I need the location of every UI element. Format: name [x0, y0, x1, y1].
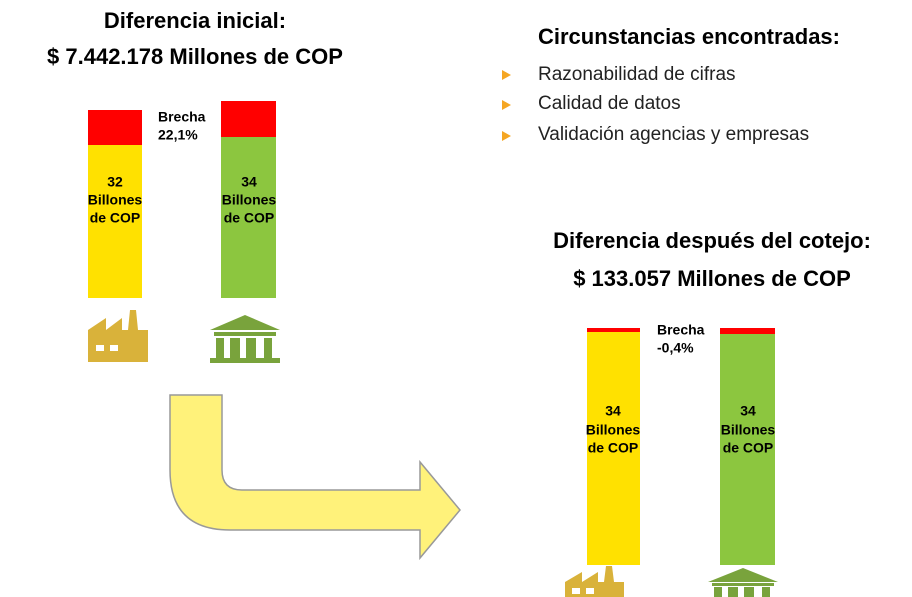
gap-segment [221, 101, 276, 137]
gap-value: 22,1% [158, 127, 198, 143]
bar [720, 334, 775, 565]
list-item: Razonabilidad de cifras [538, 64, 736, 85]
bar-label: de COP [723, 440, 774, 456]
gap-value: -0,4% [657, 340, 694, 356]
bar-label: 34 [740, 403, 756, 419]
gap-label: Brecha [158, 109, 206, 125]
subtitle: $ 7.442.178 Millones de COP [47, 44, 343, 69]
subtitle: $ 133.057 Millones de COP [573, 266, 851, 291]
gap-segment [88, 110, 142, 145]
bar-label: 34 [241, 174, 257, 190]
bar-label: Billones [222, 192, 277, 208]
title: Diferencia después del cotejo: [553, 228, 871, 253]
bar [221, 137, 276, 298]
bar [88, 145, 142, 298]
factory-icon [565, 566, 624, 597]
gap-segment [587, 328, 640, 332]
bar-label: 32 [107, 174, 123, 190]
bullets [502, 70, 511, 141]
bar-label: Billones [586, 422, 641, 438]
list-item: Validación agencias y empresas [538, 124, 809, 145]
bank-icon [210, 315, 280, 363]
title: Diferencia inicial: [104, 8, 286, 33]
bar-label: Billones [721, 422, 776, 438]
factory-icon [88, 310, 148, 362]
gap-label: Brecha [657, 322, 705, 338]
bar-label: de COP [588, 440, 639, 456]
list-item: Calidad de datos [538, 93, 681, 114]
bar-label: de COP [224, 210, 275, 226]
bank-icon [708, 568, 778, 597]
bar-label: de COP [90, 210, 141, 226]
gap-segment [720, 328, 775, 334]
list-title: Circunstancias encontradas: [538, 24, 840, 49]
bar [587, 332, 640, 565]
bar-label: Billones [88, 192, 143, 208]
arrow [169, 394, 461, 561]
bar-label: 34 [605, 403, 621, 419]
